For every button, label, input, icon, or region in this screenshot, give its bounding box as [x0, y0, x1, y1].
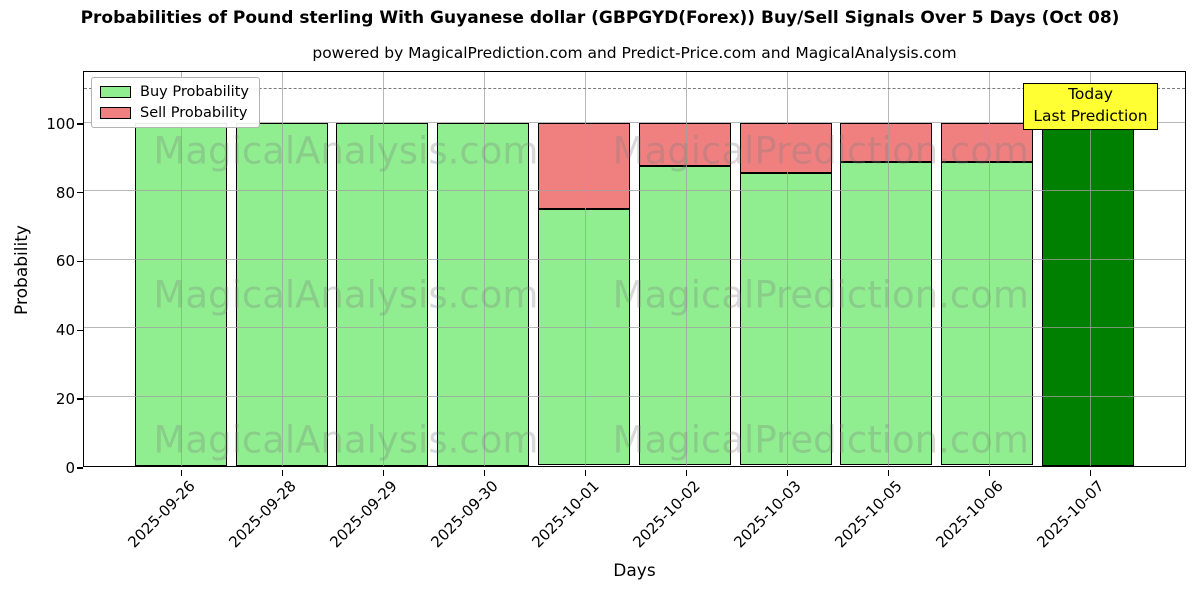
legend-item-buy: Buy Probability — [100, 84, 249, 100]
today-annotation: Today Last Prediction — [1023, 82, 1158, 130]
sell-swatch — [100, 106, 131, 119]
y-tick-label: 60 — [55, 252, 75, 271]
x-tick-mark — [584, 469, 587, 476]
x-tick-label: 2025-10-06 — [931, 477, 1007, 552]
buy-segment — [840, 162, 933, 466]
y-tick-mark — [77, 329, 83, 332]
x-tick-mark — [887, 469, 890, 476]
bar-slot — [836, 72, 937, 466]
bar — [235, 122, 328, 466]
sell-segment — [941, 122, 1034, 163]
sell-segment — [638, 122, 731, 166]
bar-slot — [534, 72, 635, 466]
bar-slot — [231, 72, 332, 466]
buy-segment — [638, 165, 731, 466]
x-tick-mark — [382, 469, 385, 476]
bar-slot — [937, 72, 1038, 466]
bars — [131, 72, 1139, 466]
x-tick-label: 2025-10-07 — [1032, 477, 1108, 552]
x-tick-mark — [483, 469, 486, 476]
x-tick-label: 2025-09-29 — [325, 477, 401, 552]
sell-segment — [739, 122, 832, 173]
buy-segment — [739, 172, 832, 466]
y-tick-label: 100 — [46, 114, 75, 133]
y-tick-label: 40 — [55, 321, 75, 340]
x-tick-label: 2025-10-01 — [527, 477, 603, 552]
x-tick-label: 2025-09-26 — [123, 477, 199, 552]
plot-area: MagicalAnalysis.com MagicalAnalysis.com Ma… — [83, 70, 1186, 467]
bar-slot — [433, 72, 534, 466]
bar — [941, 122, 1034, 466]
bar — [437, 122, 530, 466]
x-tick-label: 2025-09-28 — [224, 477, 300, 552]
x-axis-label: Days — [613, 561, 656, 581]
bar — [840, 122, 933, 466]
bar-slot — [735, 72, 836, 466]
buy-segment — [941, 162, 1034, 466]
bar — [1042, 122, 1135, 466]
bar — [538, 122, 631, 466]
x-tick-mark — [180, 469, 183, 476]
buy-segment — [134, 122, 227, 466]
buy-segment — [235, 122, 328, 466]
bar-slot — [1038, 72, 1139, 466]
legend-label-buy: Buy Probability — [140, 83, 249, 100]
y-tick-mark — [77, 260, 83, 263]
bar-slot — [332, 72, 433, 466]
y-tick-label: 0 — [65, 459, 75, 478]
x-tick-mark — [786, 469, 789, 476]
legend: Buy Probability Sell Probability — [91, 76, 260, 128]
today-annotation-line1: Today — [1068, 85, 1113, 104]
y-tick-mark — [77, 123, 83, 125]
legend-item-sell: Sell Probability — [100, 105, 249, 121]
y-tick-mark — [77, 191, 83, 194]
legend-label-sell: Sell Probability — [140, 104, 248, 121]
y-tick-mark — [77, 398, 83, 400]
bar — [134, 122, 227, 466]
buy-swatch — [100, 85, 131, 98]
y-tick-mark — [77, 467, 83, 469]
today-bar-segment — [1042, 122, 1135, 466]
sell-segment — [840, 122, 933, 163]
y-tick-label: 20 — [55, 390, 75, 409]
bar — [336, 122, 429, 466]
chart-title: Probabilities of Pound sterling With Guy… — [80, 8, 1120, 28]
buy-segment — [538, 208, 631, 466]
bar — [638, 122, 731, 466]
x-tick-label: 2025-10-05 — [830, 477, 906, 552]
x-tick-mark — [685, 469, 688, 476]
x-tick-label: 2025-10-03 — [729, 477, 805, 552]
buy-segment — [336, 122, 429, 466]
bar-slot — [131, 72, 232, 466]
buy-segment — [437, 122, 530, 466]
x-tick-label: 2025-10-02 — [628, 477, 704, 552]
y-tick-label: 80 — [55, 183, 75, 202]
x-tick-label: 2025-09-30 — [426, 477, 502, 552]
x-tick-mark — [988, 469, 991, 476]
bar — [739, 122, 832, 466]
sell-segment — [538, 122, 631, 209]
bar-slot — [634, 72, 735, 466]
x-tick-mark — [1089, 469, 1092, 476]
today-annotation-line2: Last Prediction — [1033, 107, 1148, 125]
x-tick-mark — [281, 469, 284, 476]
chart-subtitle: powered by MagicalPrediction.com and Pre… — [312, 44, 957, 62]
